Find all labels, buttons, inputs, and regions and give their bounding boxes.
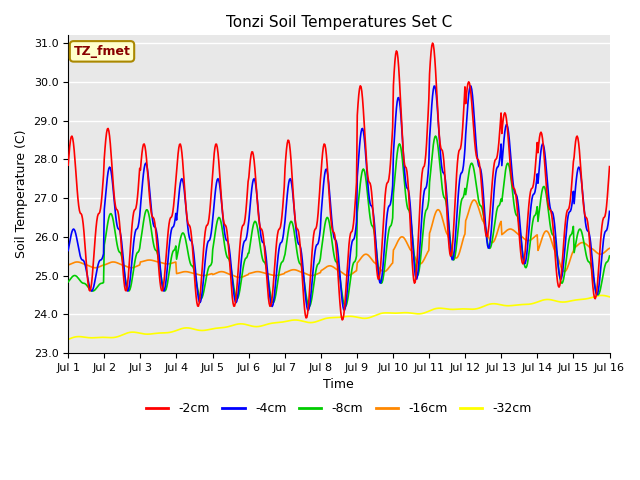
Text: TZ_fmet: TZ_fmet: [74, 45, 131, 58]
Y-axis label: Soil Temperature (C): Soil Temperature (C): [15, 130, 28, 258]
Legend: -2cm, -4cm, -8cm, -16cm, -32cm: -2cm, -4cm, -8cm, -16cm, -32cm: [141, 397, 537, 420]
X-axis label: Time: Time: [323, 378, 354, 391]
Title: Tonzi Soil Temperatures Set C: Tonzi Soil Temperatures Set C: [226, 15, 452, 30]
